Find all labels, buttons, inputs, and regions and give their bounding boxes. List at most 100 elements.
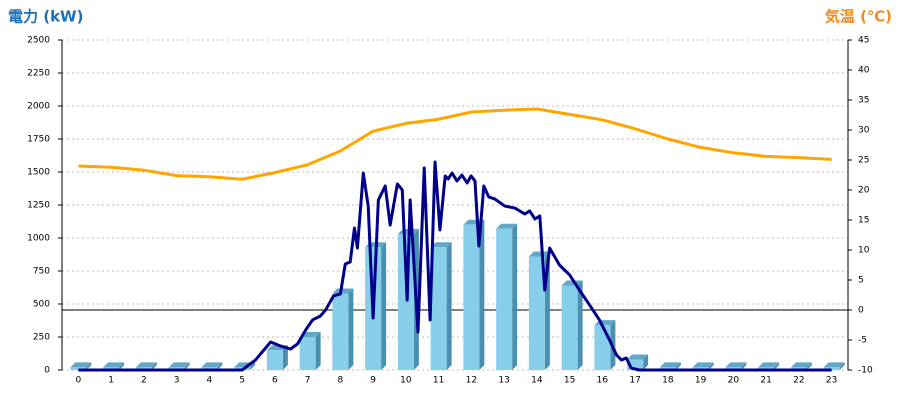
x-tick-label: 4 — [207, 376, 213, 386]
bar-side — [774, 362, 780, 370]
x-tick-label: 16 — [597, 376, 609, 386]
bar-side — [217, 362, 223, 370]
bar-side — [643, 354, 649, 370]
bar — [463, 224, 480, 370]
bar-side — [675, 362, 681, 370]
bar-top — [627, 354, 649, 360]
bar-side — [839, 362, 845, 370]
y2-tick-label: -5 — [858, 336, 867, 346]
x-tick-label: 14 — [531, 376, 543, 386]
bar — [430, 247, 447, 370]
bar-side — [512, 223, 518, 370]
x-tick-label: 20 — [728, 376, 740, 386]
x-tick-label: 3 — [174, 376, 180, 386]
bar-side — [151, 362, 157, 370]
y-tick-label: 750 — [33, 267, 50, 277]
bar-top — [332, 288, 354, 294]
y2-tick-label: 45 — [858, 36, 869, 46]
temperature-line — [78, 107, 832, 181]
bar — [332, 293, 349, 370]
x-tick-label: 5 — [239, 376, 245, 386]
bar-top — [103, 362, 125, 368]
y-tick-label: 0 — [44, 366, 50, 376]
y-tick-label: 1000 — [27, 234, 50, 244]
y2-tick-label: 0 — [858, 306, 864, 316]
x-tick-label: 0 — [76, 376, 82, 386]
x-tick-label: 22 — [793, 376, 804, 386]
y2-tick-label: 10 — [858, 246, 870, 256]
bar-top — [659, 362, 681, 368]
x-tick-label: 17 — [629, 376, 640, 386]
x-tick-label: 13 — [498, 376, 509, 386]
y-tick-label: 1500 — [27, 168, 50, 178]
bar-top — [70, 362, 92, 368]
y2-tick-label: 25 — [858, 156, 869, 166]
bar-side — [446, 242, 452, 370]
x-tick-label: 9 — [370, 376, 376, 386]
bar-top — [201, 362, 223, 368]
x-tick-label: 7 — [305, 376, 311, 386]
x-tick-label: 10 — [400, 376, 412, 386]
x-tick-label: 11 — [433, 376, 444, 386]
y2-tick-label: 15 — [858, 216, 869, 226]
x-tick-label: 6 — [272, 376, 278, 386]
x-tick-label: 19 — [695, 376, 707, 386]
bar-side — [806, 362, 812, 370]
x-tick-label: 18 — [662, 376, 674, 386]
bar-side — [184, 362, 190, 370]
bar-top — [758, 362, 780, 368]
bar-top — [692, 362, 714, 368]
y2-tick-label: 5 — [858, 276, 864, 286]
bar — [561, 285, 578, 370]
bar — [266, 350, 283, 370]
bar-side — [479, 219, 485, 370]
y-axis-title: 電力 (kW) — [8, 8, 83, 26]
bar — [528, 256, 545, 370]
bar — [627, 359, 644, 370]
bar-side — [119, 362, 125, 370]
bar-side — [315, 332, 321, 370]
bar-top — [528, 251, 550, 257]
y2-tick-label: 35 — [858, 96, 869, 106]
bar-top — [725, 362, 747, 368]
bar-side — [250, 362, 256, 370]
y-tick-label: 250 — [33, 333, 50, 343]
x-tick-label: 15 — [564, 376, 575, 386]
power-line — [78, 160, 832, 372]
x-tick-label: 2 — [141, 376, 147, 386]
bar-top — [496, 223, 518, 229]
bar-side — [86, 362, 92, 370]
x-tick-label: 1 — [108, 376, 114, 386]
bar-side — [381, 242, 387, 370]
bar — [594, 325, 611, 370]
bar — [496, 228, 513, 370]
bar-side — [348, 288, 354, 370]
bar-top — [790, 362, 812, 368]
y2-tick-label: 40 — [858, 66, 870, 76]
x-tick-label: 8 — [338, 376, 344, 386]
x-tick-label: 12 — [466, 376, 477, 386]
bar-side — [577, 280, 583, 370]
y-tick-label: 1250 — [27, 201, 50, 211]
y2-axis-title: 気温 (℃) — [825, 8, 892, 26]
bar — [397, 234, 414, 370]
y-tick-label: 2250 — [27, 69, 50, 79]
y2-tick-label: -10 — [858, 366, 873, 376]
bar-top — [823, 362, 845, 368]
bar-top — [135, 362, 157, 368]
x-tick-label: 21 — [760, 376, 771, 386]
bar-top — [463, 219, 485, 225]
x-tick-label: 23 — [826, 376, 837, 386]
y-tick-label: 500 — [33, 300, 50, 310]
y-tick-label: 2500 — [27, 36, 50, 46]
y-tick-label: 2000 — [27, 102, 50, 112]
y2-tick-label: 30 — [858, 126, 870, 136]
bar-top — [168, 362, 190, 368]
bar — [299, 337, 316, 370]
bar-top — [430, 242, 452, 248]
bar-side — [708, 362, 714, 370]
bar-side — [741, 362, 747, 370]
bar-side — [282, 345, 288, 370]
y-tick-label: 1750 — [27, 135, 50, 145]
